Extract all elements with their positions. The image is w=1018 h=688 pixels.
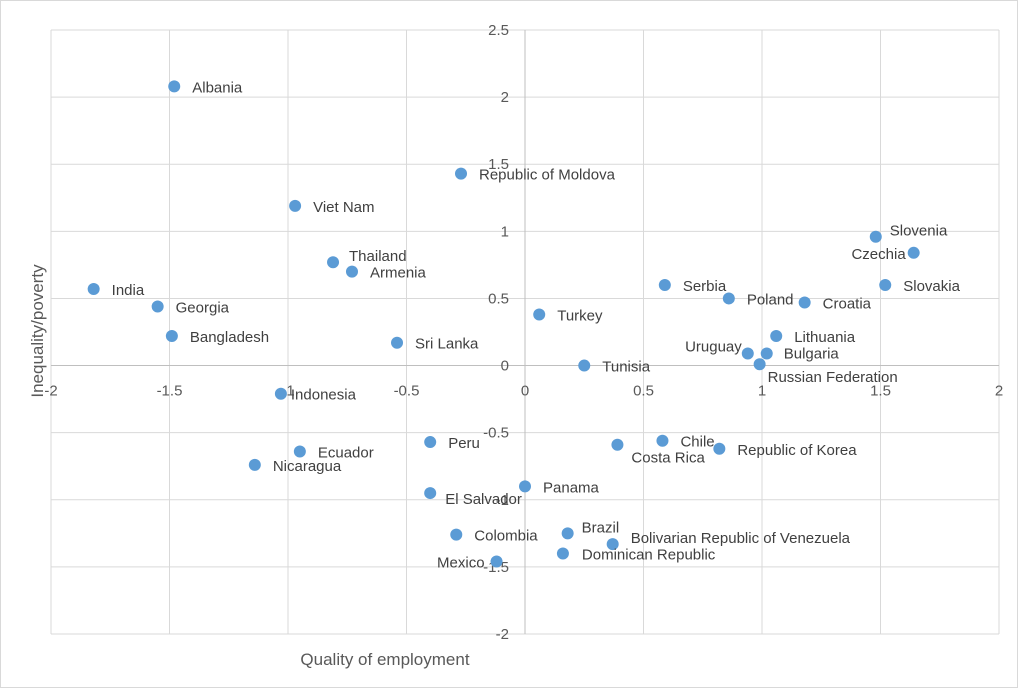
- tick-labels: -2 -1.5 -1 -0.5 0 0.5 1 1.5 22.521.510.50-0.5-1-…: [44, 22, 1003, 643]
- data-point[interactable]: [869, 230, 882, 243]
- data-label: Thailand: [349, 248, 407, 265]
- data-label: Croatia: [823, 295, 872, 312]
- data-label: Bangladesh: [190, 329, 269, 346]
- data-label: Slovakia: [903, 278, 960, 295]
- data-point[interactable]: [611, 438, 624, 451]
- data-point[interactable]: [424, 487, 437, 500]
- data-label: Costa Rica: [631, 450, 705, 467]
- data-label: Poland: [747, 291, 794, 308]
- x-tick-label: -2: [44, 383, 57, 400]
- data-label: Panama: [543, 479, 600, 496]
- data-label: Russian Federation: [768, 369, 898, 386]
- y-tick-label: -2: [496, 626, 509, 643]
- data-point[interactable]: [151, 300, 164, 313]
- data-label: Mexico: [437, 555, 485, 572]
- data-point[interactable]: [656, 434, 669, 447]
- data-label: Albania: [192, 79, 243, 96]
- y-axis-title: Inequality/poverty: [28, 264, 47, 398]
- data-point[interactable]: [722, 292, 735, 305]
- x-tick-label: -1.5: [157, 383, 183, 400]
- data-label: Bolivarian Republic of Venezuela: [631, 530, 851, 547]
- data-point[interactable]: [289, 199, 302, 212]
- data-label: Ecuador: [318, 444, 374, 461]
- data-label: Georgia: [176, 299, 230, 316]
- x-tick-label: 0: [521, 383, 529, 400]
- data-point[interactable]: [556, 547, 569, 560]
- data-label: Slovenia: [890, 223, 948, 240]
- data-point[interactable]: [798, 296, 811, 309]
- data-point[interactable]: [165, 330, 178, 343]
- y-tick-label: 2.5: [488, 22, 509, 39]
- x-axis-title: Quality of employment: [300, 650, 469, 669]
- y-tick-label: 0: [501, 358, 509, 375]
- data-point[interactable]: [753, 358, 766, 371]
- data-label: Republic of Korea: [737, 442, 857, 459]
- data-label: Turkey: [557, 308, 603, 325]
- data-point[interactable]: [533, 308, 546, 321]
- data-point[interactable]: [248, 458, 261, 471]
- data-label: Uruguay: [685, 338, 742, 355]
- data-label: Indonesia: [291, 387, 357, 404]
- data-point[interactable]: [293, 445, 306, 458]
- data-points: [87, 80, 920, 568]
- y-tick-label: 1: [501, 223, 509, 240]
- y-tick-label: 1.5: [488, 156, 509, 173]
- axes: [51, 30, 999, 634]
- data-label: Sri Lanka: [415, 336, 479, 353]
- data-point[interactable]: [327, 256, 340, 269]
- x-tick-label: -0.5: [394, 383, 420, 400]
- data-label: Czechia: [851, 246, 906, 263]
- data-point[interactable]: [168, 80, 181, 93]
- data-point[interactable]: [450, 528, 463, 541]
- data-label: Republic of Moldova: [479, 167, 616, 184]
- data-point[interactable]: [578, 359, 591, 372]
- data-point[interactable]: [424, 436, 437, 449]
- data-point[interactable]: [713, 442, 726, 455]
- data-point[interactable]: [391, 336, 404, 349]
- y-tick-label: -0.5: [483, 425, 509, 442]
- data-label: Nicaragua: [273, 458, 342, 475]
- data-point[interactable]: [907, 246, 920, 259]
- x-tick-label: 1.5: [870, 383, 891, 400]
- data-point[interactable]: [658, 279, 671, 292]
- data-point[interactable]: [345, 265, 358, 278]
- data-label: Chile: [680, 434, 714, 451]
- data-point[interactable]: [561, 527, 574, 540]
- data-label: Bulgaria: [784, 345, 840, 362]
- data-label: Lithuania: [794, 329, 856, 346]
- data-point[interactable]: [274, 387, 287, 400]
- data-point[interactable]: [741, 347, 754, 360]
- data-label: El Salvador: [445, 491, 522, 508]
- data-label: Viet Nam: [313, 199, 374, 216]
- data-label: Colombia: [474, 528, 538, 545]
- data-label: Dominican Republic: [582, 546, 716, 563]
- data-point[interactable]: [87, 283, 100, 296]
- data-point[interactable]: [770, 330, 783, 343]
- x-tick-label: 1: [758, 383, 766, 400]
- data-point[interactable]: [606, 538, 619, 551]
- data-point[interactable]: [455, 167, 468, 180]
- data-label: Brazil: [582, 519, 620, 536]
- data-point[interactable]: [519, 480, 531, 493]
- data-label: Peru: [448, 435, 480, 452]
- y-tick-label: 2: [501, 89, 509, 106]
- data-label: Serbia: [683, 278, 727, 295]
- data-label: India: [112, 282, 145, 299]
- point-labels: Albania Republic of Moldova Viet Nam Thaila…: [112, 79, 961, 571]
- data-label: Tunisia: [602, 359, 650, 376]
- y-tick-label: -1: [496, 492, 509, 509]
- data-label: Armenia: [370, 265, 427, 282]
- y-tick-label: 0.5: [488, 290, 509, 307]
- x-tick-label: 0.5: [633, 383, 654, 400]
- data-point[interactable]: [760, 347, 773, 360]
- data-point[interactable]: [490, 555, 503, 568]
- x-tick-label: 2: [995, 383, 1003, 400]
- data-point[interactable]: [879, 279, 892, 292]
